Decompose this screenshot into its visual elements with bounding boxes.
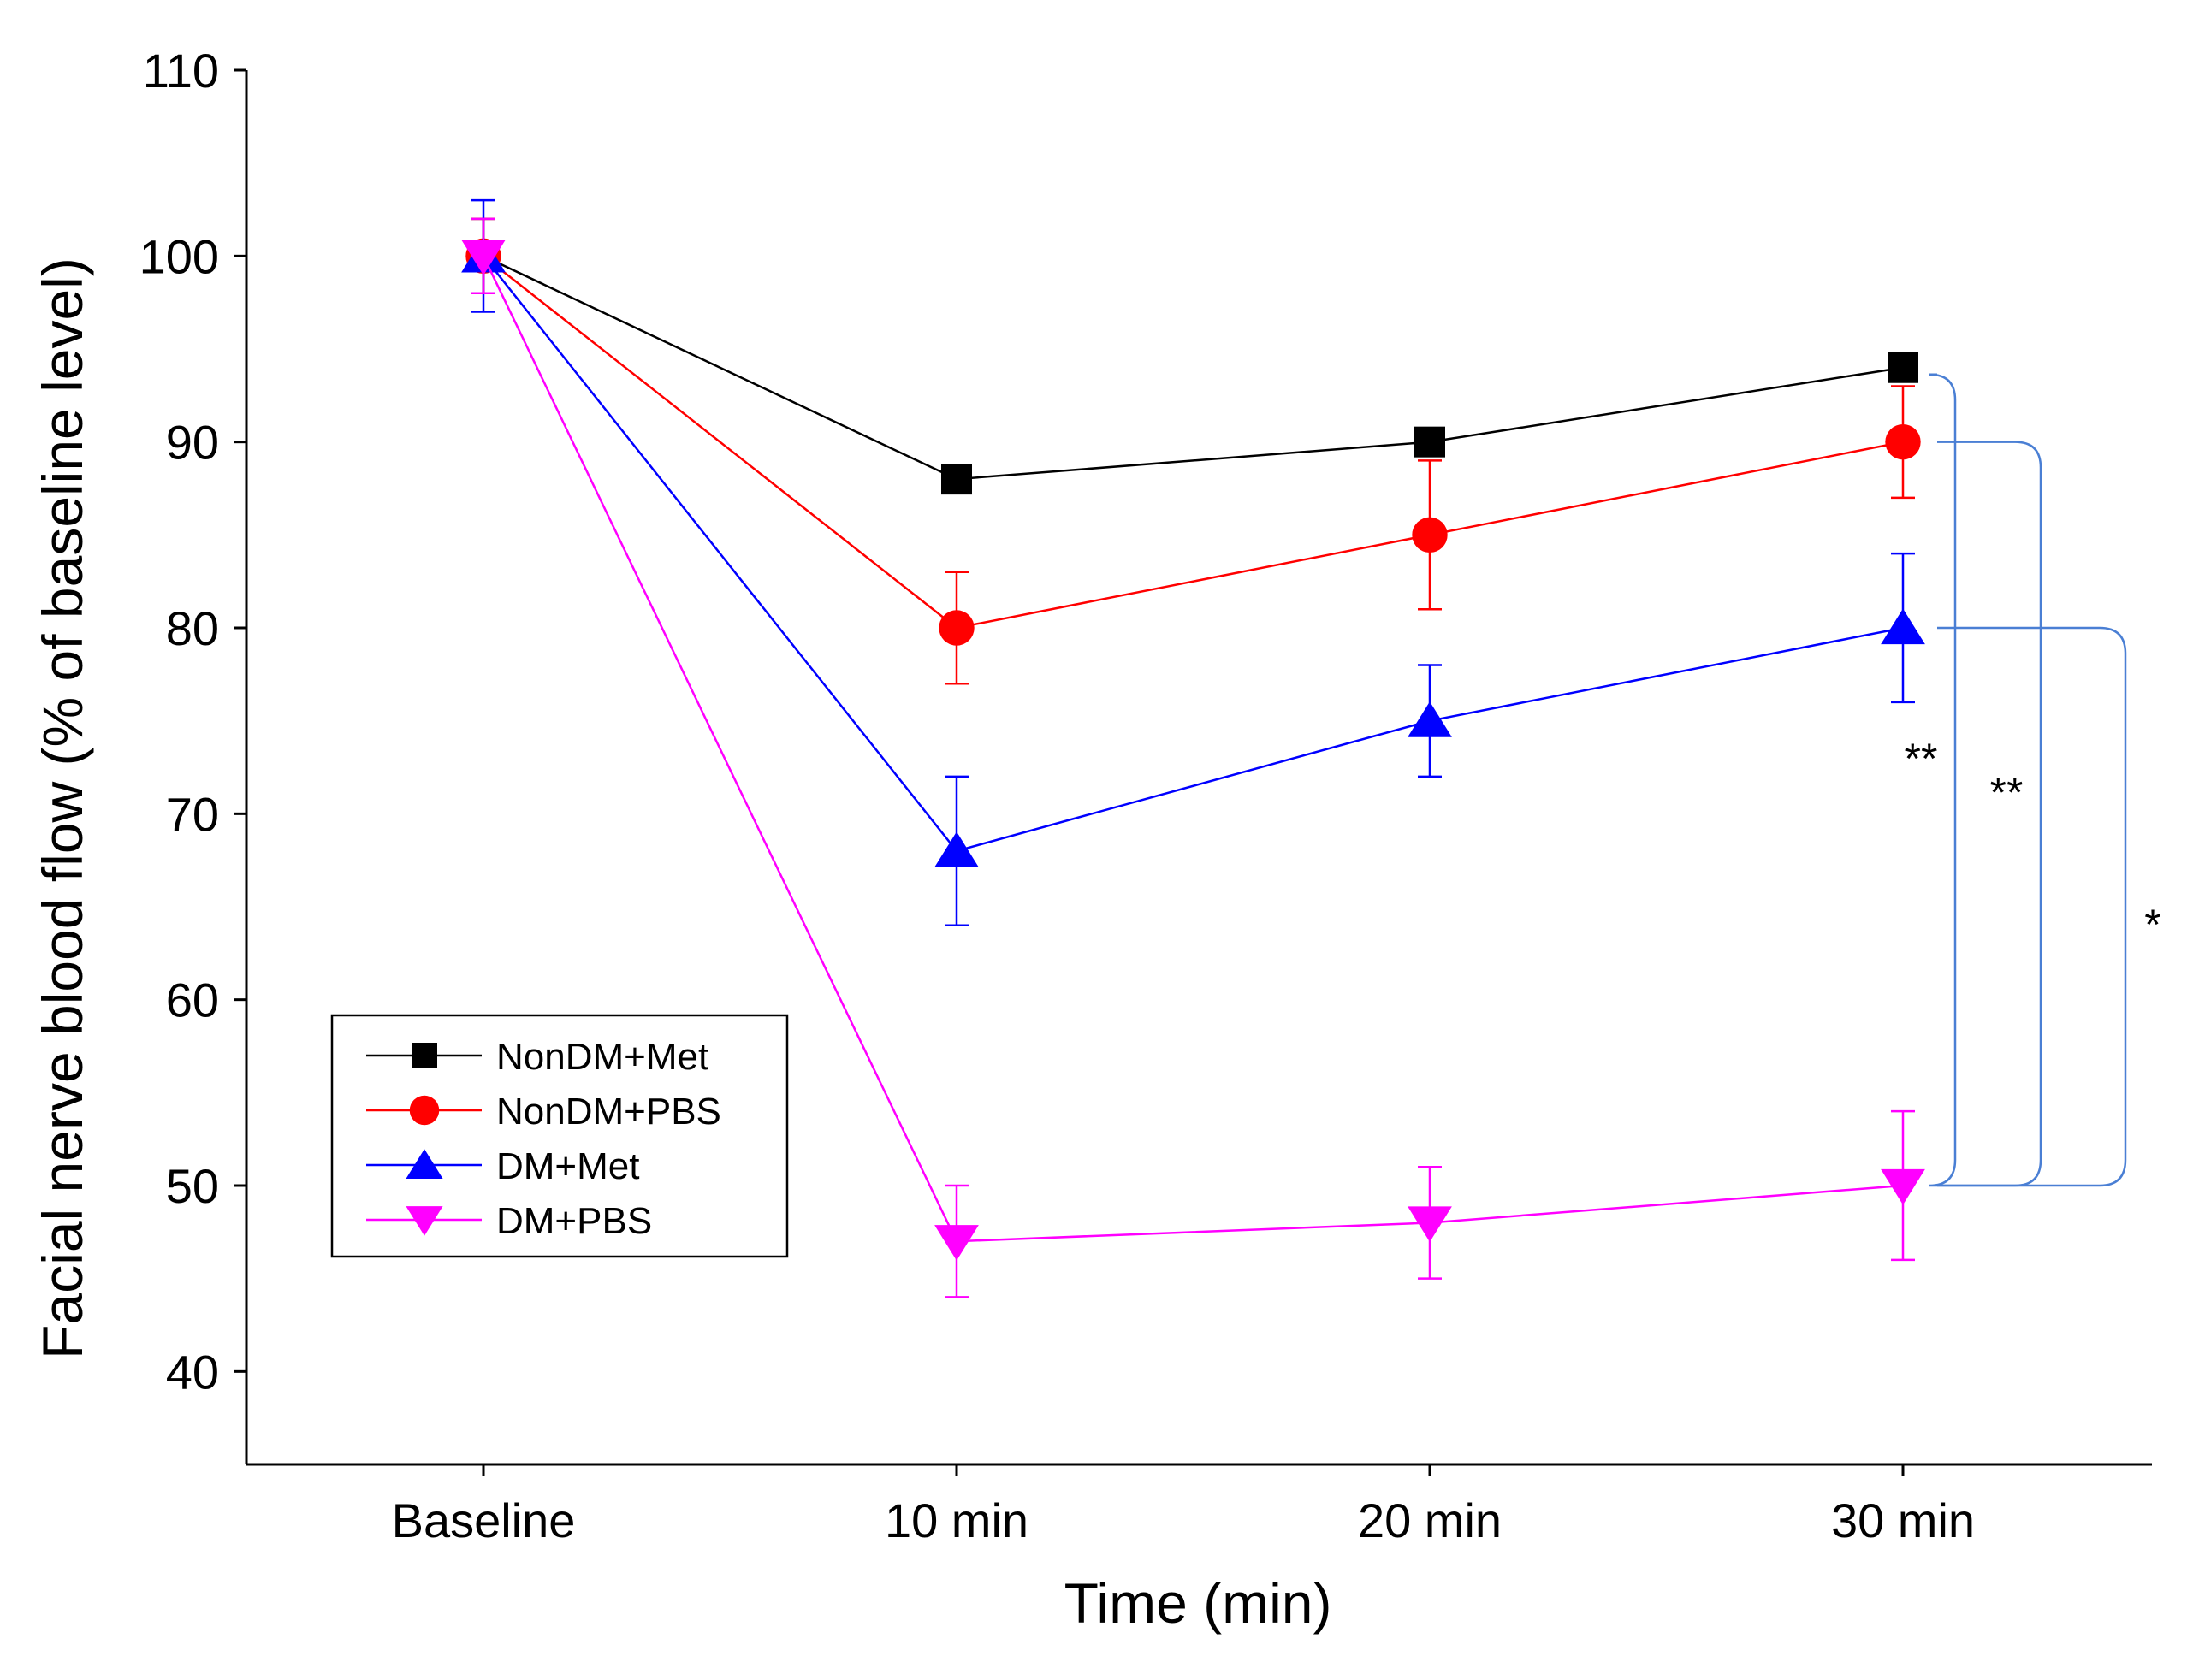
data-point [461,240,506,275]
legend-marker [406,1206,443,1236]
significance-label: * [2144,901,2160,949]
legend-label: DM+Met [496,1145,639,1187]
x-axis-label: Time (min) [1064,1571,1332,1635]
y-tick-label: 110 [143,44,219,98]
significance-bracket: ** [1937,441,2042,1187]
x-tick-label: Baseline [392,1494,576,1547]
data-point [939,610,975,646]
y-tick-label: 80 [166,601,219,655]
data-point [1408,1206,1452,1242]
series-layer [461,198,1925,1298]
significance-label: ** [1990,768,2024,816]
significance-brackets: ***** [1905,373,2161,1187]
legend-label: NonDM+Met [496,1036,708,1078]
y-tick-label: 60 [166,973,219,1027]
data-point [1414,426,1445,458]
data-point [1881,1168,1925,1205]
legend-item: DM+PBS [366,1200,652,1242]
y-tick-label: 100 [139,229,219,283]
legend-marker [412,1043,437,1068]
significance-bracket: * [1937,626,2161,1187]
x-tick-label: 20 min [1358,1494,1502,1547]
y-axis-label: Facial nerve blood flow (% of baseline l… [31,257,94,1359]
y-ticks: 40 50 60 70 80 90 100 110 [139,44,246,1399]
x-tick-label: 30 min [1831,1494,1975,1547]
series-nondm-met [468,217,1918,495]
legend-item: DM+Met [366,1145,639,1187]
legend-label: NonDM+PBS [496,1091,721,1133]
series-dm-met [461,198,1925,926]
data-point [934,831,979,867]
series-line [482,255,1904,1243]
data-point [1885,423,1921,460]
data-point [1412,517,1448,553]
y-tick-label: 40 [166,1345,219,1399]
series-dm-pbs [461,217,1925,1298]
significance-label: ** [1905,735,1938,783]
data-point [934,1225,979,1261]
axes [245,70,2152,1466]
y-tick-label: 70 [166,787,219,841]
data-point [1881,608,1925,645]
significance-bracket: ** [1905,373,1957,1187]
series-line [483,255,1904,481]
legend-label: DM+PBS [496,1200,652,1242]
legend: NonDM+Met NonDM+PBS DM+Met DM+PBS [330,1014,789,1258]
series-nondm-pbs [465,217,1921,685]
legend-marker [409,1095,440,1126]
legend-marker [406,1149,443,1179]
data-point [941,464,972,495]
x-ticks: Baseline 10 min 20 min 30 min [392,1464,1975,1547]
legend-item: NonDM+PBS [366,1091,721,1133]
y-tick-label: 50 [166,1159,219,1213]
legend-item: NonDM+Met [366,1036,708,1078]
y-tick-label: 90 [166,416,219,470]
bracket-line [1937,626,2127,1187]
data-point [1888,352,1918,383]
x-tick-label: 10 min [885,1494,1028,1547]
data-point [1408,701,1452,737]
series-line [483,255,1904,853]
bracket-line [1929,373,1957,1187]
series-line [483,255,1904,630]
bracket-line [1937,441,2042,1187]
